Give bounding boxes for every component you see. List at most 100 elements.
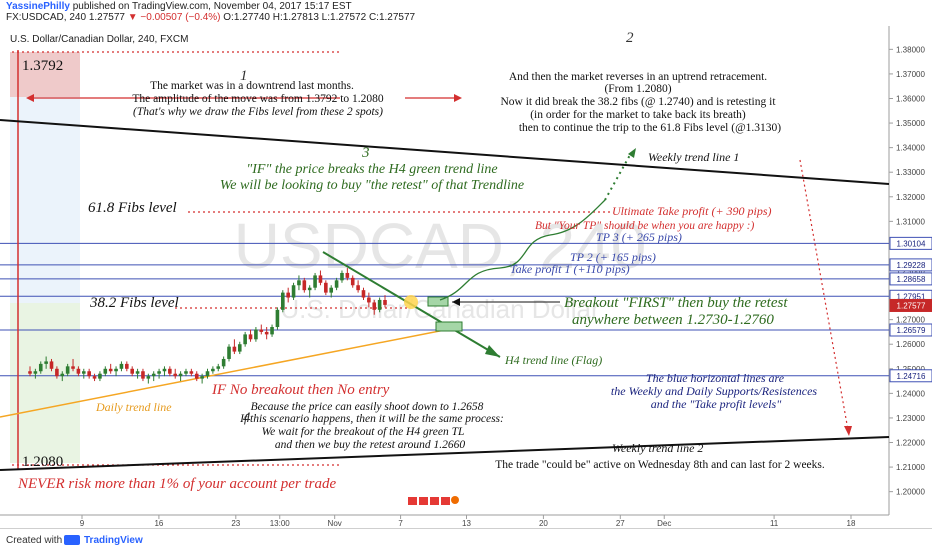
y-tick-label: 1.22000 <box>896 439 925 448</box>
price-label-text: 1.24716 <box>897 372 926 381</box>
price-label-box <box>889 236 932 250</box>
daily-trend-line[interactable] <box>0 326 461 418</box>
candle-body <box>125 363 129 369</box>
price-label-text: 1.27577 <box>897 301 926 310</box>
retest-box-2[interactable] <box>435 321 463 332</box>
candle-body <box>92 376 97 379</box>
retest-box-1[interactable] <box>427 296 449 307</box>
h4-arrow-head <box>485 345 500 357</box>
candle-body <box>367 297 371 303</box>
projected-path-dotted <box>604 154 631 201</box>
note-2-line-1: And then the market reverses in an uptre… <box>509 71 767 83</box>
candle-body <box>248 334 253 340</box>
y-tick-label: 1.20000 <box>896 488 925 497</box>
published-text: published on TradingView.com, November 0… <box>72 1 352 12</box>
candle-body <box>44 361 48 364</box>
candle-body <box>243 334 247 345</box>
note-4-number: 4 <box>243 410 251 426</box>
candle-body <box>254 329 258 340</box>
annotations: 1.3792 1.2080 1 The market was in a down… <box>17 30 825 492</box>
candle-body <box>33 371 38 374</box>
y-tick-label: 1.34000 <box>896 144 925 153</box>
note-1-number: 1 <box>240 68 248 84</box>
x-tick-label: 16 <box>154 519 163 528</box>
fib-382-label: 38.2 Fibs level <box>89 295 179 311</box>
candle-body <box>227 346 231 359</box>
candle-body <box>221 358 226 367</box>
x-tick-label: 13 <box>462 519 471 528</box>
label-1379: 1.3792 <box>22 58 63 74</box>
weekly-trend-line-2[interactable] <box>0 436 890 471</box>
price-label-box <box>889 323 932 337</box>
watermark-symbol: USDCAD, 240 <box>234 210 647 282</box>
candle-body <box>38 363 43 372</box>
x-tick-label: 11 <box>770 519 779 528</box>
risk-warning: NEVER risk more than 1% of your account … <box>17 476 336 492</box>
tp2-label: TP 2 (+ 165 pips) <box>570 250 656 264</box>
weekly-trend-2-label: Weekly trend line 2 <box>612 441 703 455</box>
candle-body <box>318 275 323 283</box>
candle-body <box>345 272 350 278</box>
x-tick-label: 20 <box>539 519 548 528</box>
note-1-line-2: The amplitude of the move was from 1.379… <box>132 93 384 105</box>
candle-body <box>291 285 296 298</box>
candle-body <box>334 280 339 288</box>
note-4-line-2: If this scenario happens, then it will b… <box>239 413 504 425</box>
candle-body <box>361 290 366 298</box>
y-tick-label: 1.21000 <box>896 463 925 472</box>
note-2-line-2: (From 1.2080) <box>604 83 671 95</box>
candle-body <box>28 371 32 374</box>
candle-body <box>377 299 382 310</box>
note-1-line-3: (That's why we draw the Fibs level from … <box>133 106 383 118</box>
candle-body <box>87 371 91 377</box>
candle-body <box>81 371 86 374</box>
price-label-box <box>889 298 932 312</box>
x-tick-label: 13:00 <box>270 519 291 528</box>
y-tick-label: 1.38000 <box>896 45 925 54</box>
note-1-line-1: The market was in a downtrend last month… <box>150 80 354 92</box>
breakout-line-2: anywhere between 1.2730-1.2760 <box>572 312 774 328</box>
candle-body <box>232 346 237 352</box>
x-tick-label: 18 <box>847 519 856 528</box>
fib-618-label: 61.8 Fibs level <box>88 200 177 216</box>
candle-body <box>130 368 134 374</box>
red-dotted-arrow-head <box>844 426 852 436</box>
candle-body <box>237 344 242 352</box>
candle-body <box>307 287 312 291</box>
weekly-trend-line-1[interactable] <box>0 119 890 185</box>
candle-body <box>55 368 59 377</box>
candle-body <box>270 327 274 335</box>
event-flags[interactable] <box>408 496 459 505</box>
candle-body <box>281 292 285 310</box>
h4-label: H4 trend line (Flag) <box>504 353 602 367</box>
note-3-number: 3 <box>361 145 370 161</box>
candlestick-series <box>28 268 387 384</box>
candle-body <box>205 371 210 377</box>
time-axis: 9 16 23 13:00 Nov 7 13 20 27 Dec 11 18 <box>80 515 856 528</box>
candle-body <box>350 277 355 286</box>
candle-body <box>173 373 178 377</box>
candle-body <box>184 371 188 374</box>
candle-body <box>71 366 75 369</box>
candle-body <box>168 368 172 374</box>
note-3-line-2: We will be looking to buy "the retest" o… <box>220 178 524 193</box>
author-name[interactable]: YassinePhilly <box>6 1 70 12</box>
chart-header: YassinePhilly published on TradingView.c… <box>0 0 932 24</box>
tradingview-brand[interactable]: TradingView <box>84 535 143 546</box>
y-tick-label: 1.23000 <box>896 414 925 423</box>
footer: Created with TradingView <box>0 530 932 550</box>
candle-body <box>108 368 113 372</box>
projected-arrow-head <box>628 148 636 158</box>
note-4-line-4: and then we buy the retest around 1.2660 <box>275 439 465 451</box>
tradingview-logo-icon[interactable] <box>64 535 80 545</box>
candle-body <box>189 371 194 374</box>
candle-body <box>178 373 183 377</box>
breakout-marker <box>404 295 418 309</box>
y-tick-label: 1.26000 <box>896 340 925 349</box>
footer-divider <box>0 528 932 529</box>
x-tick-label: Nov <box>328 519 342 528</box>
price-label-box <box>889 369 932 383</box>
y-tick-label: 1.35000 <box>896 119 925 128</box>
candle-body <box>60 373 65 377</box>
